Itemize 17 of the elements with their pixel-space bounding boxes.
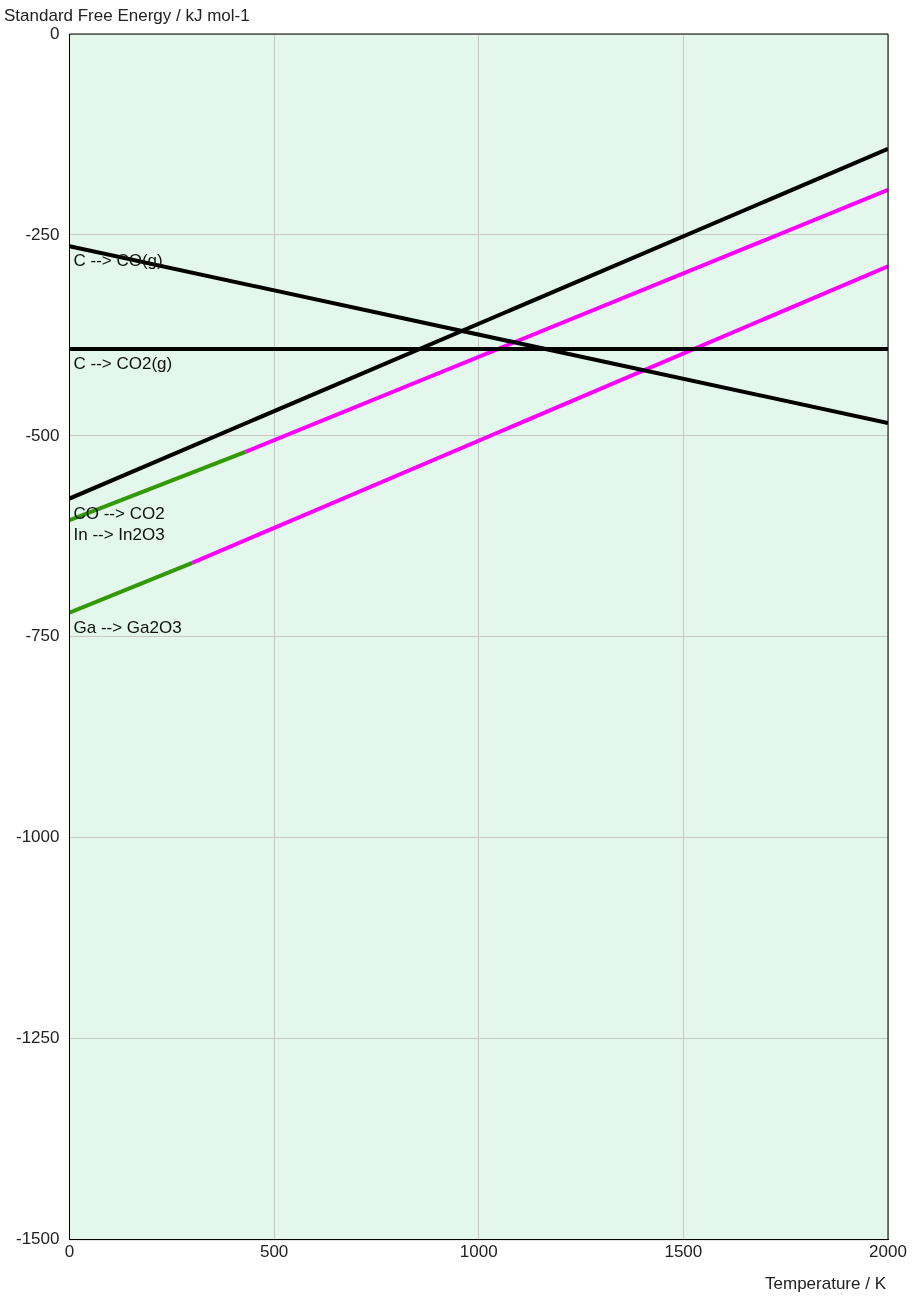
x-tick-label: 0 [64,1242,75,1262]
y-tick-label: -1250 [16,1028,60,1048]
x-tick-label: 2000 [869,1242,907,1262]
series-label: Ga --> Ga2O3 [73,617,182,637]
y-tick-label: -750 [25,626,60,646]
series-label: In --> In2O3 [73,525,165,545]
y-axis-title: Standard Free Energy / kJ mol-1 [4,6,250,26]
series-label: C --> CO2(g) [73,354,173,374]
x-tick-label: 1500 [664,1242,703,1262]
x-axis-title: Temperature / K [765,1274,886,1294]
x-tick-label: 1000 [459,1242,498,1262]
y-tick-label: -1500 [16,1229,60,1249]
y-tick-label: -250 [25,224,60,244]
y-tick-label: 0 [50,23,60,43]
x-tick-label: 500 [259,1242,289,1262]
y-tick-label: -500 [25,425,60,445]
y-tick-label: -1000 [16,827,60,847]
